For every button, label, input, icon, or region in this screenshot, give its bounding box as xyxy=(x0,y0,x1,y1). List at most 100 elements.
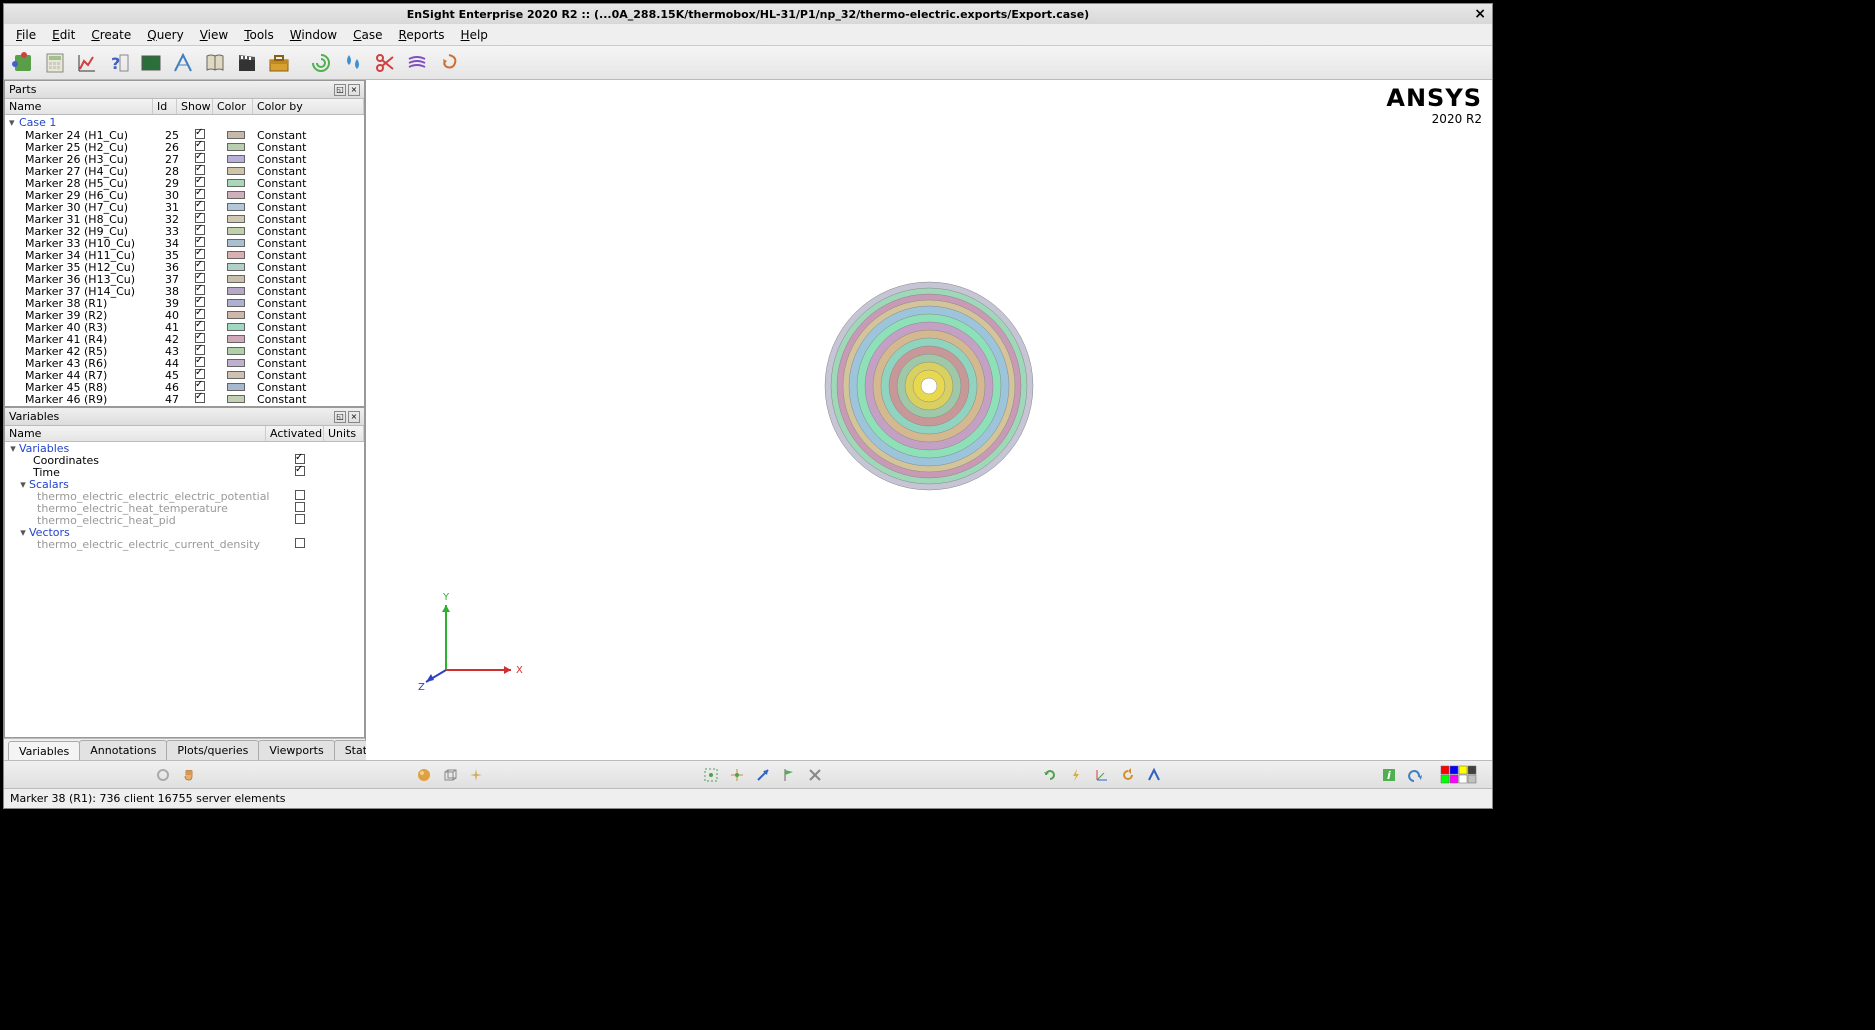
var-checkbox[interactable] xyxy=(295,454,305,464)
bolt-icon[interactable] xyxy=(1065,764,1087,786)
part-row[interactable]: Marker 25 (H2_Cu)26Constant xyxy=(5,141,364,153)
menu-tools[interactable]: Tools xyxy=(236,26,282,44)
part-show-checkbox[interactable] xyxy=(185,393,215,406)
var-category[interactable]: ▾Variables xyxy=(5,442,364,454)
close-panel-icon[interactable]: × xyxy=(348,84,360,96)
part-color-swatch[interactable] xyxy=(215,155,257,163)
shade-icon[interactable] xyxy=(413,764,435,786)
query-icon[interactable]: ? xyxy=(104,49,134,77)
var-category[interactable]: ▾Vectors xyxy=(5,526,364,538)
axis-select-icon[interactable] xyxy=(1091,764,1113,786)
part-color-swatch[interactable] xyxy=(215,299,257,307)
undo-view-icon[interactable] xyxy=(1117,764,1139,786)
var-checkbox[interactable] xyxy=(295,502,305,512)
col-color[interactable]: Color xyxy=(213,99,253,114)
record-icon[interactable] xyxy=(152,764,174,786)
close-panel-icon[interactable]: × xyxy=(348,411,360,423)
detach-icon[interactable]: ◱ xyxy=(334,411,346,423)
part-row[interactable]: Marker 31 (H8_Cu)32Constant xyxy=(5,213,364,225)
parts-list[interactable]: ▾ Case 1 Marker 24 (H1_Cu)25ConstantMark… xyxy=(5,115,364,406)
tab-variables[interactable]: Variables xyxy=(8,741,80,760)
var-checkbox[interactable] xyxy=(295,538,305,548)
part-color-swatch[interactable] xyxy=(215,395,257,403)
part-row[interactable]: Marker 27 (H4_Cu)28Constant xyxy=(5,165,364,177)
tab-viewports[interactable]: Viewports xyxy=(258,740,334,760)
part-row[interactable]: Marker 37 (H14_Cu)38Constant xyxy=(5,285,364,297)
col-id[interactable]: Id xyxy=(153,99,177,114)
arrow-icon[interactable] xyxy=(752,764,774,786)
center-icon[interactable] xyxy=(726,764,748,786)
part-color-swatch[interactable] xyxy=(215,191,257,199)
part-row[interactable]: Marker 34 (H11_Cu)35Constant xyxy=(5,249,364,261)
part-color-swatch[interactable] xyxy=(215,251,257,259)
part-color-swatch[interactable] xyxy=(215,263,257,271)
viewport-icon[interactable] xyxy=(136,49,166,77)
clapboard-icon[interactable] xyxy=(232,49,262,77)
case-node[interactable]: ▾ Case 1 xyxy=(5,116,364,129)
var-item[interactable]: Coordinates xyxy=(5,454,364,466)
part-row[interactable]: Marker 39 (R2)40Constant xyxy=(5,309,364,321)
variables-list[interactable]: ▾VariablesCoordinatesTime▾Scalarsthermo_… xyxy=(5,442,364,737)
scissors-icon[interactable] xyxy=(370,49,400,77)
part-color-swatch[interactable] xyxy=(215,227,257,235)
var-item[interactable]: thermo_electric_heat_temperature xyxy=(5,502,364,514)
part-row[interactable]: Marker 41 (R4)42Constant xyxy=(5,333,364,345)
part-row[interactable]: Marker 28 (H5_Cu)29Constant xyxy=(5,177,364,189)
sparkle-icon[interactable] xyxy=(465,764,487,786)
reset-icon[interactable] xyxy=(1039,764,1061,786)
part-row[interactable]: Marker 43 (R6)44Constant xyxy=(5,357,364,369)
measure-icon[interactable] xyxy=(168,49,198,77)
close-icon[interactable]: × xyxy=(1474,6,1486,22)
fit-icon[interactable] xyxy=(700,764,722,786)
var-item[interactable]: thermo_electric_electric_electric_potent… xyxy=(5,490,364,502)
col-vname[interactable]: Name xyxy=(5,426,266,441)
vortex-icon[interactable] xyxy=(434,49,464,77)
part-row[interactable]: Marker 46 (R9)47Constant xyxy=(5,393,364,405)
part-color-swatch[interactable] xyxy=(215,239,257,247)
streamlines-icon[interactable] xyxy=(402,49,432,77)
part-color-swatch[interactable] xyxy=(215,179,257,187)
book-icon[interactable] xyxy=(200,49,230,77)
col-colorby[interactable]: Color by xyxy=(253,99,364,114)
flag-icon[interactable] xyxy=(778,764,800,786)
var-checkbox[interactable] xyxy=(295,466,305,476)
part-row[interactable]: Marker 29 (H6_Cu)30Constant xyxy=(5,189,364,201)
part-color-swatch[interactable] xyxy=(215,347,257,355)
detach-icon[interactable]: ◱ xyxy=(334,84,346,96)
menu-reports[interactable]: Reports xyxy=(391,26,453,44)
menu-view[interactable]: View xyxy=(192,26,236,44)
var-item[interactable]: thermo_electric_heat_pid xyxy=(5,514,364,526)
var-checkbox[interactable] xyxy=(295,514,305,524)
part-color-swatch[interactable] xyxy=(215,371,257,379)
tab-plots-queries[interactable]: Plots/queries xyxy=(166,740,259,760)
undo-icon[interactable] xyxy=(1404,764,1426,786)
part-row[interactable]: Marker 24 (H1_Cu)25Constant xyxy=(5,129,364,141)
plot-icon[interactable] xyxy=(72,49,102,77)
part-color-swatch[interactable] xyxy=(215,143,257,151)
calculator-icon[interactable] xyxy=(40,49,70,77)
menu-query[interactable]: Query xyxy=(139,26,191,44)
part-row[interactable]: Marker 30 (H7_Cu)31Constant xyxy=(5,201,364,213)
part-row[interactable]: Marker 35 (H12_Cu)36Constant xyxy=(5,261,364,273)
var-item[interactable]: thermo_electric_electric_current_density xyxy=(5,538,364,550)
menu-help[interactable]: Help xyxy=(453,26,496,44)
color-palette[interactable] xyxy=(1438,764,1484,786)
part-row[interactable]: Marker 40 (R3)41Constant xyxy=(5,321,364,333)
part-row[interactable]: Marker 26 (H3_Cu)27Constant xyxy=(5,153,364,165)
part-color-swatch[interactable] xyxy=(215,287,257,295)
col-name[interactable]: Name xyxy=(5,99,153,114)
menu-window[interactable]: Window xyxy=(282,26,345,44)
part-color-swatch[interactable] xyxy=(215,311,257,319)
part-color-swatch[interactable] xyxy=(215,167,257,175)
droplets-icon[interactable] xyxy=(338,49,368,77)
col-show[interactable]: Show xyxy=(177,99,213,114)
var-item[interactable]: Time xyxy=(5,466,364,478)
menu-file[interactable]: File xyxy=(8,26,44,44)
part-row[interactable]: Marker 44 (R7)45Constant xyxy=(5,369,364,381)
part-color-swatch[interactable] xyxy=(215,359,257,367)
part-row[interactable]: Marker 45 (R8)46Constant xyxy=(5,381,364,393)
part-color-swatch[interactable] xyxy=(215,323,257,331)
menu-case[interactable]: Case xyxy=(345,26,390,44)
col-activated[interactable]: Activated xyxy=(266,426,324,441)
part-color-swatch[interactable] xyxy=(215,383,257,391)
